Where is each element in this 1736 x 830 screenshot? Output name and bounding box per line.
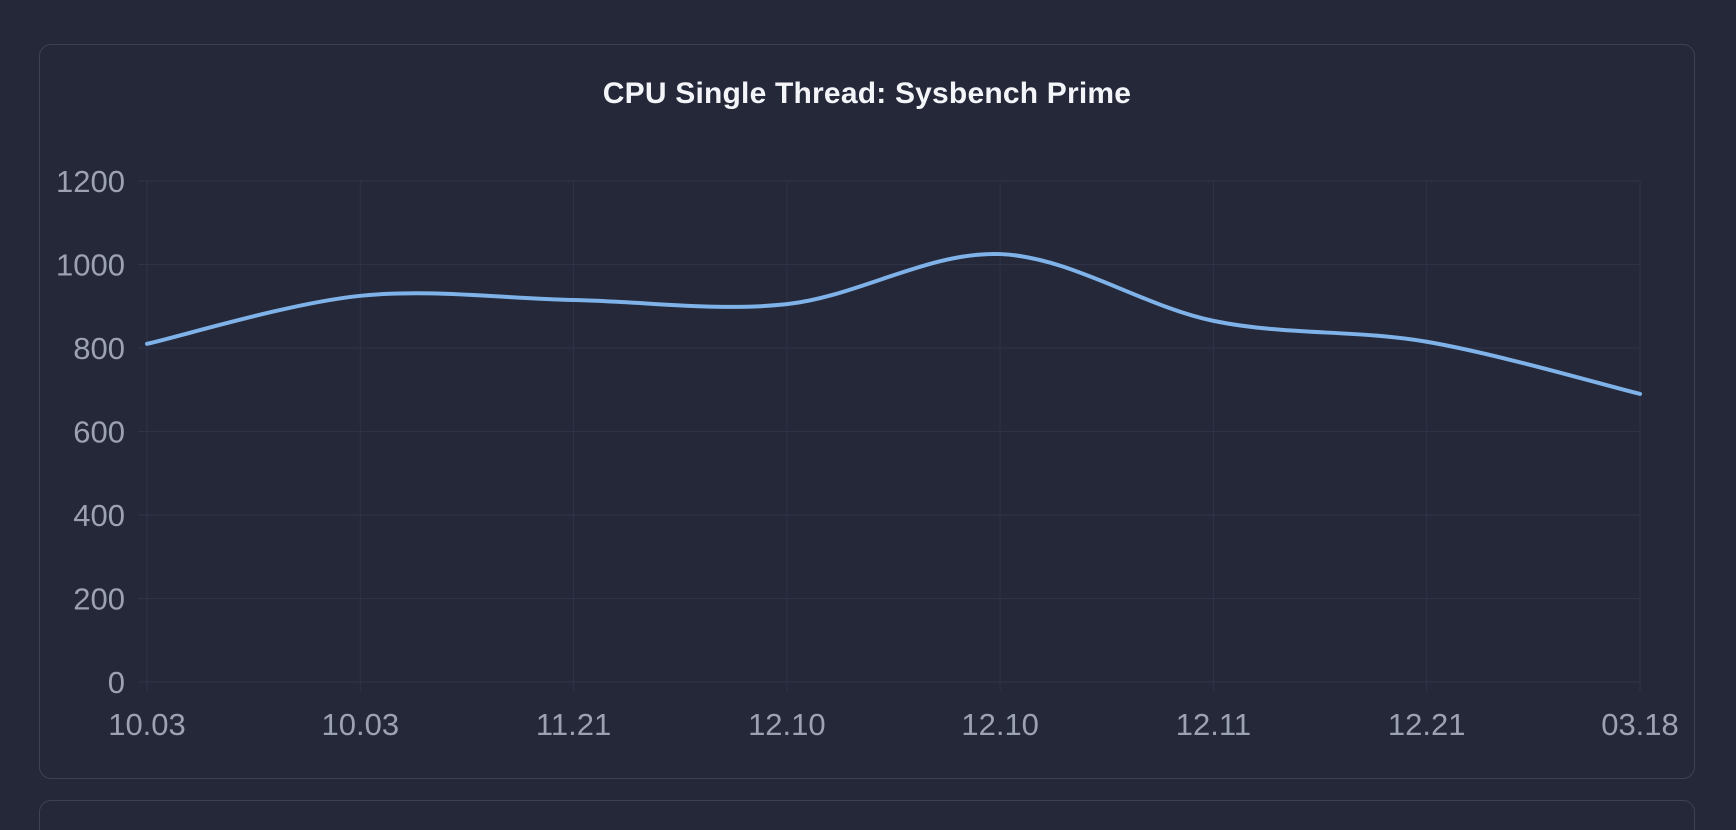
series-line (145, 252, 1642, 396)
y-axis-tick-label: 400 (73, 498, 125, 533)
x-axis-tick-label: 10.03 (321, 707, 399, 742)
x-axis-tick-label: 12.10 (748, 707, 826, 742)
y-axis-tick-label: 600 (73, 415, 125, 450)
x-axis-tick-label: 12.10 (961, 707, 1039, 742)
line-chart-canvas[interactable]: 0 200 400 600 800 1000 1200 10.03 10.03 11.21 12.1… (40, 45, 1694, 778)
x-axis-tick-label: 10.03 (108, 707, 186, 742)
y-axis-tick-label: 0 (108, 665, 125, 700)
x-axis-tick-label: 03.18 (1601, 707, 1679, 742)
y-axis-tick-label: 800 (73, 331, 125, 366)
y-axis-tick-label: 1200 (56, 164, 125, 199)
x-axis-tick-label: 12.11 (1176, 707, 1251, 742)
y-axis-tick-label: 200 (73, 582, 125, 617)
chart-title: CPU Single Thread: Sysbench Prime (602, 77, 1132, 110)
chart-card: CPU Single Thread: Sysbench Prime 0 200 40… (39, 44, 1695, 779)
x-axis-tick-label: 12.21 (1388, 707, 1466, 742)
y-axis-tick-label: 1000 (56, 248, 125, 283)
next-card-partial (39, 800, 1695, 830)
x-axis-tick-label: 11.21 (536, 707, 611, 742)
